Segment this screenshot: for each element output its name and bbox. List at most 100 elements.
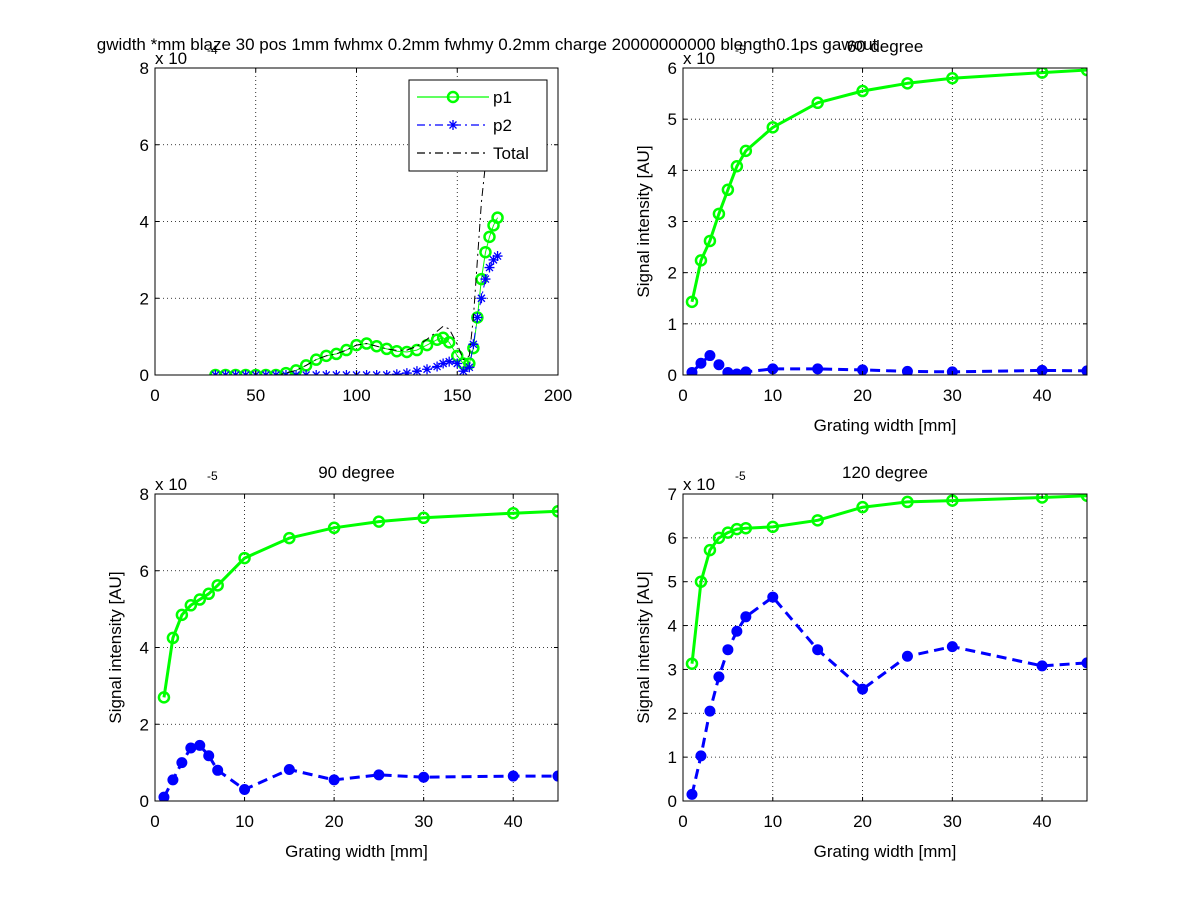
data-point [283,764,295,776]
data-point [175,608,189,622]
data-point [480,274,491,285]
data-point [686,366,698,375]
x-tick-label: 30 [943,812,962,831]
data-point [811,514,824,527]
y-tick-label: 0 [140,792,149,811]
data-point [1081,657,1087,669]
data-point [694,575,708,588]
legend-marker [448,120,458,130]
data-point [238,551,251,565]
data-point [901,495,914,509]
data-point [289,364,303,375]
y-exponent-label: x 10 [683,49,715,68]
data-point [766,121,780,134]
data-point [695,750,707,762]
data-point [372,515,386,528]
data-point [695,357,707,369]
subplot-2: 0 10 20 30 40 0 1 2 3 4 5 6 x 10 -5 60 degree Grating w… [634,37,1088,435]
y-tick-label: 5 [668,110,677,129]
plot-area [155,494,558,801]
data-point [1035,68,1049,79]
subplot-4: 0 10 20 30 40 0 1 2 3 4 5 6 7 x 10 -5 120 degree Grating… [634,463,1088,861]
data-point [472,312,483,323]
data-point [476,293,487,304]
y-exponent-label: x 10 [155,49,187,68]
subplot-title: 120 degree [842,463,928,482]
y-exponent-power: -5 [735,469,746,483]
data-point [417,511,430,525]
data-point [551,505,558,518]
data-point [506,506,520,520]
data-point [212,764,224,776]
x-tick-label: 30 [943,386,962,405]
axes-box [682,493,1088,802]
data-point [1081,365,1087,375]
data-point [739,521,753,535]
data-point [703,234,717,248]
data-point [483,230,496,244]
data-point [767,591,779,603]
data-point [740,611,752,623]
data-point [193,593,207,606]
data-point [211,579,224,592]
x-tick-label: 10 [763,386,782,405]
x-tick-label: 50 [246,386,265,405]
y-tick-label: 6 [140,136,149,155]
x-tick-label: 20 [325,812,344,831]
data-point [484,262,495,273]
data-point [340,343,353,357]
series-1 [685,494,1087,670]
data-point [713,359,725,371]
x-tick-label: 40 [504,812,523,831]
x-axis-label: Grating width [mm] [285,842,428,861]
data-point [420,338,434,352]
subplot-3: 0 10 20 30 40 0 2 4 6 8 x 10 -5 90 degree Grating wid… [106,463,559,861]
y-tick-label: 6 [668,529,677,548]
y-tick-label: 4 [140,639,149,658]
series-1 [157,505,558,704]
y-tick-label: 4 [668,161,677,180]
series-1 [685,68,1087,309]
data-point [158,791,170,801]
x-tick-label: 10 [235,812,254,831]
x-tick-label: 200 [544,386,572,405]
y-tick-label: 8 [140,485,149,504]
subplot-title: 90 degree [318,463,395,482]
data-point [712,531,726,545]
y-tick-label: 1 [668,748,677,767]
data-point [444,356,455,367]
data-point [694,254,708,267]
data-point [811,96,824,110]
data-point [464,362,475,373]
x-tick-label: 30 [414,812,433,831]
x-axis-label: Grating width [mm] [814,416,957,435]
data-point [722,644,734,656]
data-point [766,520,780,534]
y-tick-label: 7 [668,485,677,504]
data-point [432,361,443,372]
y-exponent-label: x 10 [683,475,715,494]
y-exponent-power: -4 [207,43,218,57]
x-tick-label: 0 [678,812,687,831]
series-line-2 [690,354,1087,375]
series-2 [686,350,1087,375]
data-point [1080,494,1087,503]
data-point [202,587,215,601]
y-tick-label: 2 [140,289,149,308]
data-point [739,144,753,158]
data-point [507,770,519,782]
series-3 [215,144,490,375]
data-point [166,631,180,645]
data-point [479,245,492,259]
y-axis-label: Signal intensity [AU] [634,145,653,297]
data-point [552,770,558,782]
legend: p1 p2 Total [408,79,548,172]
data-point [167,774,179,786]
data-point [391,369,402,375]
y-axis-label: Signal intensity [AU] [634,571,653,723]
data-point [686,788,698,800]
y-tick-label: 4 [668,617,677,636]
data-point [946,641,958,653]
data-point [283,531,296,545]
data-point [1080,68,1087,77]
